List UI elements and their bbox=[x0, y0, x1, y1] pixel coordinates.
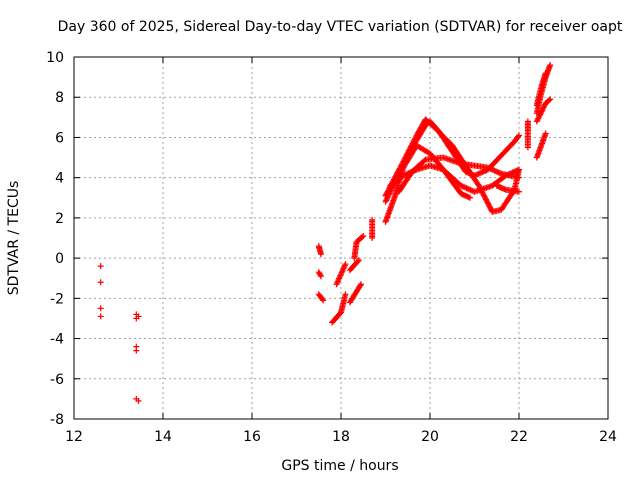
track-point bbox=[524, 144, 531, 151]
data-point bbox=[97, 279, 104, 286]
track-point bbox=[320, 297, 327, 304]
track-point bbox=[486, 165, 493, 172]
track-point bbox=[479, 169, 486, 176]
track-point bbox=[539, 105, 546, 112]
track-point bbox=[317, 271, 324, 278]
track-point bbox=[509, 169, 516, 176]
track-point bbox=[516, 188, 522, 195]
data-point bbox=[133, 347, 140, 354]
track-point bbox=[516, 132, 522, 139]
track-point bbox=[487, 165, 494, 172]
track-point bbox=[533, 118, 540, 125]
track-point bbox=[494, 168, 501, 175]
track-point bbox=[360, 232, 367, 239]
y-tick-label: -2 bbox=[50, 291, 64, 307]
x-tick-label: 14 bbox=[154, 429, 172, 445]
y-axis-label: SDTVAR / TECUs bbox=[6, 181, 22, 296]
y-tick-label: -4 bbox=[50, 332, 64, 348]
track-point bbox=[535, 115, 542, 122]
track-point bbox=[547, 62, 554, 69]
track-point bbox=[546, 97, 553, 104]
track-point bbox=[516, 174, 522, 181]
track-point bbox=[540, 104, 547, 111]
track-point bbox=[342, 261, 349, 268]
x-tick-label: 22 bbox=[510, 429, 528, 445]
track-point bbox=[369, 216, 376, 223]
track-point bbox=[478, 169, 485, 176]
track-point bbox=[535, 114, 542, 121]
y-tick-label: 6 bbox=[55, 130, 64, 146]
track-point bbox=[401, 172, 408, 179]
data-marks bbox=[97, 62, 554, 404]
track-point bbox=[462, 184, 469, 191]
track-point bbox=[542, 130, 549, 137]
track-point bbox=[496, 170, 503, 177]
track-point bbox=[358, 281, 365, 288]
track-point bbox=[475, 170, 482, 177]
x-tick-label: 12 bbox=[65, 429, 83, 445]
track-point bbox=[547, 96, 554, 103]
track-point bbox=[458, 182, 465, 189]
track-point bbox=[474, 171, 481, 178]
track-point bbox=[476, 170, 483, 177]
y-tick-label: 10 bbox=[46, 50, 64, 66]
x-tick-label: 24 bbox=[599, 429, 617, 445]
track-point bbox=[357, 282, 364, 289]
track-point bbox=[460, 183, 467, 190]
track-point bbox=[337, 310, 344, 317]
data-point bbox=[97, 305, 104, 312]
track-point bbox=[467, 186, 474, 193]
y-tick-label: 2 bbox=[55, 211, 64, 227]
track-point bbox=[542, 70, 549, 77]
data-point bbox=[97, 263, 104, 270]
y-tick-label: 4 bbox=[55, 171, 64, 187]
track-point bbox=[355, 257, 362, 264]
track-point bbox=[488, 166, 495, 173]
track-point bbox=[491, 167, 498, 174]
track-point bbox=[484, 164, 491, 171]
data-point bbox=[97, 313, 104, 320]
y-tick-label: 8 bbox=[55, 90, 64, 106]
track-point bbox=[490, 167, 497, 174]
y-tick-label: 0 bbox=[55, 251, 64, 267]
track-point bbox=[342, 291, 349, 298]
track-point bbox=[466, 186, 473, 193]
x-tick-label: 18 bbox=[332, 429, 350, 445]
data-point bbox=[135, 313, 142, 320]
x-axis-label: GPS time / hours bbox=[281, 458, 398, 474]
track-point bbox=[534, 116, 541, 123]
track-point bbox=[319, 296, 326, 303]
track-point bbox=[495, 169, 502, 176]
track-point bbox=[515, 133, 522, 140]
data-point bbox=[135, 397, 142, 404]
chart-title: Day 360 of 2025, Sidereal Day-to-day VTE… bbox=[58, 19, 623, 35]
track-point bbox=[317, 251, 324, 258]
track-point bbox=[463, 185, 470, 192]
x-tick-label: 20 bbox=[421, 429, 439, 445]
x-tick-label: 16 bbox=[243, 429, 261, 445]
track-point bbox=[354, 258, 361, 265]
track-point bbox=[400, 172, 407, 179]
track-point bbox=[359, 233, 366, 240]
track-point bbox=[459, 183, 466, 190]
track-point bbox=[492, 168, 499, 175]
y-tick-label: -8 bbox=[50, 412, 64, 428]
track-point bbox=[541, 103, 548, 110]
track-point bbox=[537, 111, 544, 118]
track-point bbox=[468, 187, 475, 194]
track-point bbox=[516, 166, 522, 173]
track-point bbox=[317, 273, 324, 280]
track-point bbox=[464, 185, 471, 192]
y-tick-label: -6 bbox=[50, 372, 64, 388]
track-point bbox=[467, 194, 474, 201]
